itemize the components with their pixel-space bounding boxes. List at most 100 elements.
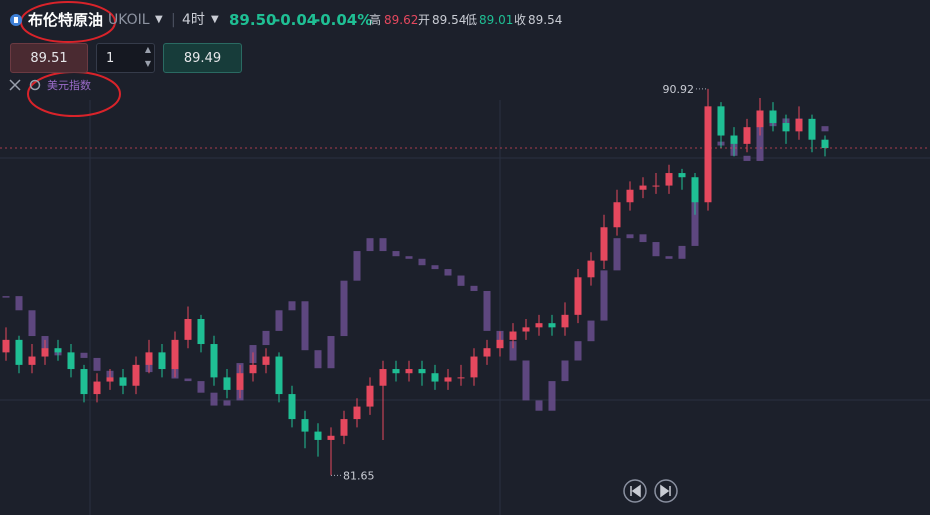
overlay-candle — [613, 238, 621, 271]
candle-body — [483, 348, 491, 357]
overlay-candle — [223, 400, 231, 406]
overlay-candle — [366, 238, 374, 252]
overlay-candle — [431, 265, 439, 270]
close-indicator[interactable] — [9, 79, 21, 91]
indicator-settings[interactable] — [29, 79, 41, 91]
candle-body — [600, 227, 608, 261]
buy-button[interactable]: 89.49 — [163, 43, 242, 73]
candle-body — [717, 106, 725, 136]
candle-body — [197, 319, 205, 345]
close-value: 89.54 — [528, 13, 563, 27]
last-price: 89.50 — [229, 11, 277, 29]
overlay-candle — [93, 357, 101, 371]
high-annotation: 90.92 — [663, 83, 695, 96]
overlay-candle — [405, 256, 413, 259]
candle-body — [743, 127, 751, 144]
candle-body — [41, 348, 49, 357]
sell-button[interactable]: 89.51 — [10, 43, 88, 73]
change: -0.04 — [274, 11, 318, 29]
overlay-candle — [626, 234, 634, 239]
candle-body — [457, 377, 465, 379]
overlay-candle — [470, 285, 478, 291]
overlay-candle — [548, 381, 556, 411]
overlay-candle — [288, 301, 296, 311]
indicator-label[interactable]: 美元指数 — [47, 79, 91, 92]
candle-body — [158, 352, 166, 370]
overlay-candle — [535, 400, 543, 411]
candle-body — [756, 110, 764, 128]
candle-body — [327, 435, 335, 440]
candle-body — [613, 202, 621, 228]
overlay-candle — [301, 301, 309, 351]
overlay-candle — [756, 113, 764, 161]
dropdown-arrow[interactable]: ▼ — [155, 14, 163, 25]
candle-body — [340, 419, 348, 436]
candle-body — [392, 369, 400, 374]
candle-body — [782, 123, 790, 132]
candle-body — [431, 373, 439, 382]
candle-body — [145, 352, 153, 365]
candle-body — [93, 381, 101, 395]
overlay-candle — [353, 251, 361, 281]
candle-body — [236, 373, 244, 390]
candle-body — [314, 431, 322, 440]
separator: | — [171, 12, 176, 28]
candle-body — [223, 377, 231, 390]
quantity-stepper[interactable]: ▲ ▼ — [144, 45, 152, 68]
candle-body — [15, 339, 23, 365]
candle-body — [769, 110, 777, 124]
candle-body — [275, 356, 283, 395]
period[interactable]: 4时 — [182, 12, 205, 28]
candle-body — [288, 394, 296, 420]
candle-body — [639, 185, 647, 190]
candle-body — [353, 406, 361, 420]
overlay-candle — [184, 378, 192, 382]
symbol-title[interactable]: 布伦特原油 — [28, 11, 104, 29]
quantity-input[interactable]: 1 — [96, 43, 155, 73]
candle-body — [67, 352, 75, 370]
candle-body — [574, 277, 582, 315]
overlay-candle — [561, 360, 569, 382]
high-value: 89.62 — [384, 13, 419, 27]
overlay-candle — [652, 242, 660, 257]
overlay-candle — [522, 360, 530, 401]
candle-body — [171, 339, 179, 370]
symbol-code[interactable]: UKOIL — [108, 12, 150, 28]
overlay-candle — [574, 341, 582, 361]
overlay-candle — [600, 270, 608, 321]
candle-body — [366, 385, 374, 407]
overlay-candle — [275, 310, 283, 331]
symbol-icon-mark — [14, 17, 18, 23]
candle-body — [496, 339, 504, 349]
overlay-candle — [483, 290, 491, 331]
candle-body — [80, 369, 88, 395]
candle-body — [821, 139, 829, 149]
candle-body — [535, 323, 543, 328]
candle-body — [691, 177, 699, 203]
candle-body — [444, 377, 452, 382]
overlay-candle — [821, 126, 829, 132]
close-label: 收 — [514, 13, 527, 27]
nav-buttons — [623, 479, 678, 503]
candle-body — [795, 118, 803, 132]
candle-body — [652, 185, 660, 187]
candle-body — [665, 173, 673, 186]
candle-body — [405, 369, 413, 374]
overlay-candle — [80, 352, 88, 358]
candle-body — [626, 189, 634, 203]
overlay-candle — [327, 336, 335, 369]
candle-body — [119, 377, 127, 386]
overlay-candle — [639, 234, 647, 243]
dropdown-arrow[interactable]: ▼ — [211, 14, 219, 25]
overlay-candle — [587, 320, 595, 342]
overlay-candle — [340, 280, 348, 337]
low-annotation: 81.65 — [343, 469, 375, 482]
overlay-candle — [197, 381, 205, 393]
overlay-candle — [691, 195, 699, 246]
open-value: 89.54 — [432, 13, 467, 27]
overlay-candle — [15, 296, 23, 311]
candle-body — [704, 106, 712, 203]
overlay-candle — [457, 275, 465, 286]
candle-body — [262, 356, 270, 365]
low-value: 89.01 — [479, 13, 514, 27]
